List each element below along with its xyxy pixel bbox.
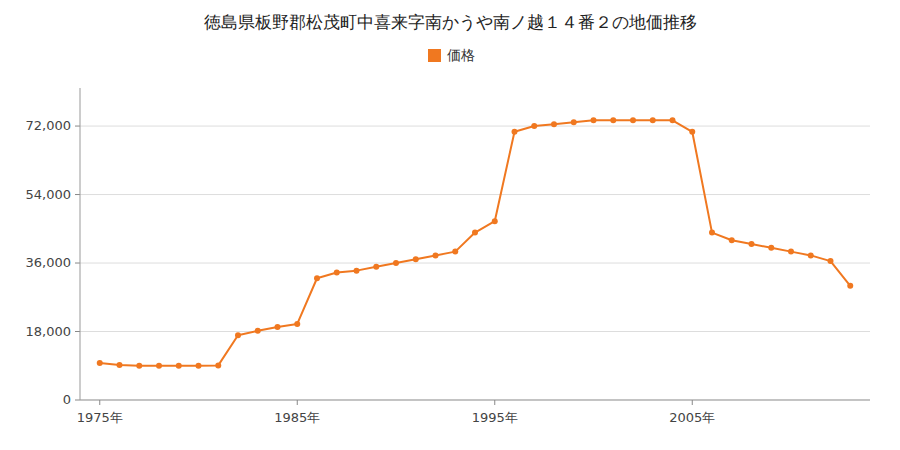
point	[393, 260, 399, 266]
point	[196, 363, 202, 369]
point	[828, 258, 834, 264]
point	[433, 252, 439, 258]
point	[294, 321, 300, 327]
point	[808, 252, 814, 258]
chart-container: 徳島県板野郡松茂町中喜来字南かうや南ノ越１４番２の地価推移 0 18,000 36,0…	[0, 0, 900, 450]
point	[847, 283, 853, 289]
tick-mark	[297, 400, 298, 405]
point	[689, 129, 695, 135]
tick-mark	[75, 400, 80, 401]
x-axis-line	[80, 400, 870, 401]
tick-mark	[494, 400, 495, 405]
point	[768, 245, 774, 251]
line	[100, 120, 851, 365]
tick-mark	[75, 263, 80, 264]
tick-label: 18,000	[26, 324, 72, 339]
point	[373, 264, 379, 270]
tick-mark	[99, 400, 100, 405]
tick-mark	[692, 400, 693, 405]
x-axis: 1975年 1985年 1995年 2005年	[77, 400, 716, 425]
point	[512, 129, 518, 135]
point	[314, 275, 320, 281]
point	[650, 117, 656, 123]
point	[729, 237, 735, 243]
tick-label: 2005年	[669, 410, 715, 425]
point	[531, 123, 537, 129]
tick-label: 72,000	[26, 118, 72, 133]
point	[117, 362, 123, 368]
tick-mark	[75, 126, 80, 127]
point	[235, 332, 241, 338]
point	[275, 324, 281, 330]
grid-line	[80, 263, 870, 264]
point	[788, 249, 794, 255]
point	[215, 362, 221, 368]
point	[591, 117, 597, 123]
point	[136, 363, 142, 369]
tick-label: 1975年	[77, 410, 123, 425]
point	[156, 363, 162, 369]
tick-label: 1995年	[472, 410, 518, 425]
point	[97, 360, 103, 366]
point	[630, 117, 636, 123]
tick-label: 1985年	[274, 410, 320, 425]
point	[255, 328, 261, 334]
title: 徳島県板野郡松茂町中喜来字南かうや南ノ越１４番２の地価推移	[204, 12, 697, 32]
chart-svg: 徳島県板野郡松茂町中喜来字南かうや南ノ越１４番２の地価推移 0 18,000 36,0…	[0, 0, 900, 450]
point	[709, 230, 715, 236]
point	[413, 256, 419, 262]
tick-label: 54,000	[26, 187, 72, 202]
grid-line	[80, 126, 870, 127]
tick-mark	[75, 331, 80, 332]
point	[551, 121, 557, 127]
point	[452, 249, 458, 255]
point	[334, 270, 340, 276]
tick-label: 36,000	[26, 255, 72, 270]
point	[176, 363, 182, 369]
legend-label: 価格	[447, 47, 475, 63]
point	[354, 268, 360, 274]
point	[492, 218, 498, 224]
point	[749, 241, 755, 247]
y-axis-line	[80, 88, 81, 400]
point	[571, 119, 577, 125]
grid-line	[80, 400, 870, 401]
y-axis: 0 18,000 36,000 54,000 72,000	[26, 118, 871, 407]
point	[472, 230, 478, 236]
legend-swatch	[428, 49, 441, 62]
legend: 価格	[428, 47, 475, 63]
grid-line	[80, 331, 870, 332]
grid-line	[80, 194, 870, 195]
tick-label: 0	[63, 392, 71, 407]
point	[610, 117, 616, 123]
point	[670, 117, 676, 123]
plot-area	[97, 117, 854, 368]
tick-mark	[75, 194, 80, 195]
